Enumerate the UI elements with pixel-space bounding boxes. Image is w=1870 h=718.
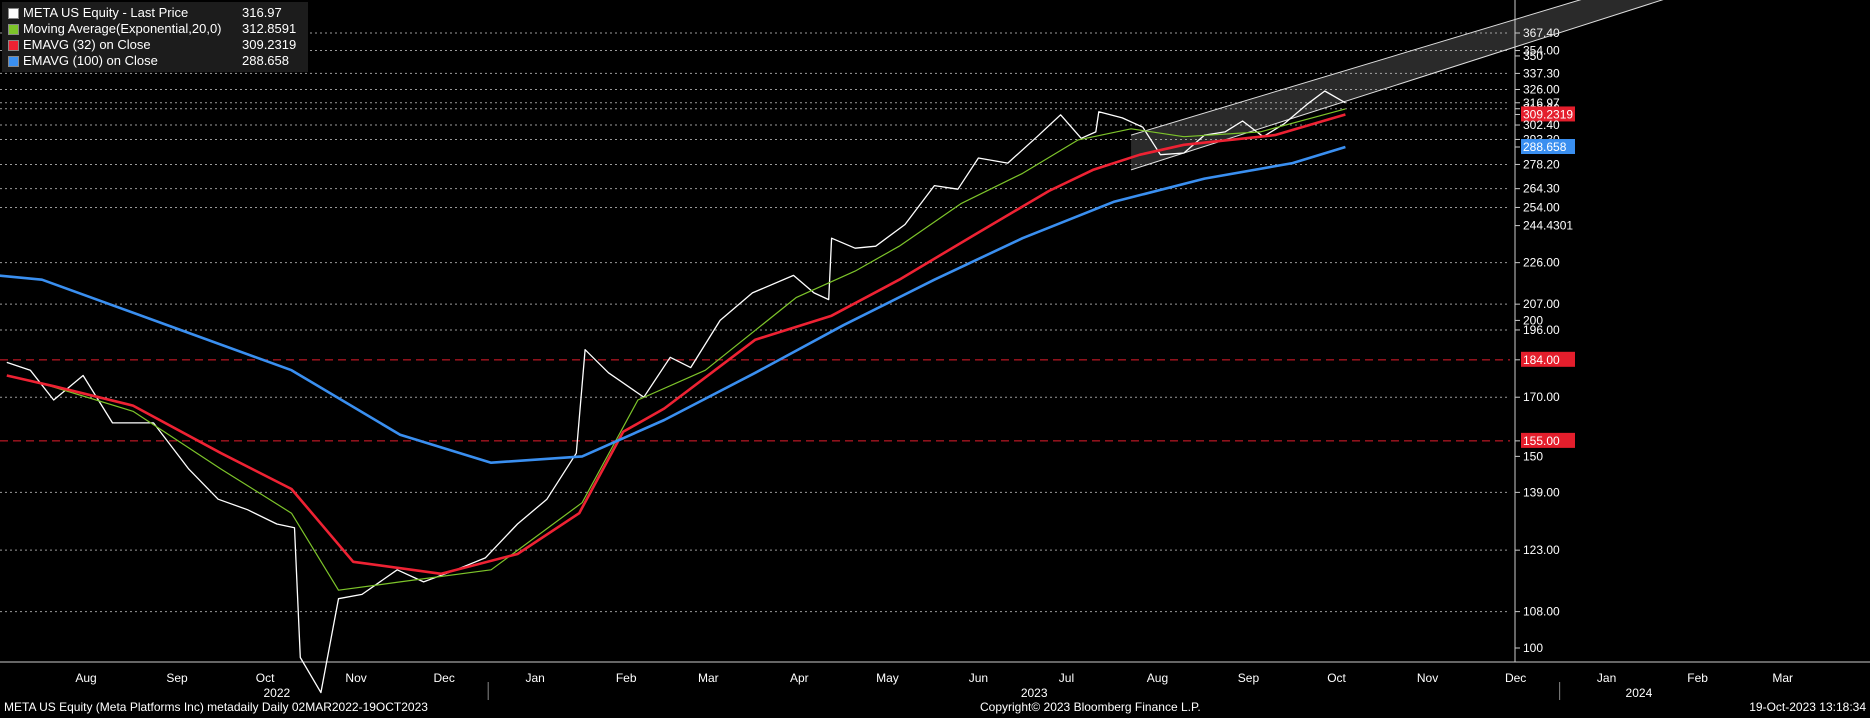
y-tick-label-226-00: 226.00 xyxy=(1523,256,1560,270)
legend-label-ema32: EMAVG (32) on Close xyxy=(23,37,151,52)
y-tick-label-350: 350 xyxy=(1523,49,1543,63)
y-label-box-309-2319 xyxy=(1521,106,1575,122)
y-label-box-288-658 xyxy=(1521,138,1575,154)
legend-row-ema20: Moving Average(Exponential,20,0) 312.859… xyxy=(8,21,304,37)
x-tick-label-3: Nov xyxy=(345,671,366,685)
series-line-emavg-32-on-close xyxy=(6,113,1346,576)
series-line-emavg-100-on-close xyxy=(0,145,1346,464)
y-tick-label-170-00: 170.00 xyxy=(1523,390,1560,404)
legend-swatch-ema32 xyxy=(8,39,19,51)
legend-label-ema20: Moving Average(Exponential,20,0) xyxy=(23,21,222,36)
x-tick-label-14: Oct xyxy=(1327,671,1346,685)
y-tick-label-184-00: 184.00 xyxy=(1523,353,1560,367)
x-tick-label-5: Jan xyxy=(525,671,544,685)
x-year-label-2022: 2022 xyxy=(263,686,290,700)
legend-value-price: 316.97 xyxy=(242,5,282,20)
channel-upper-line xyxy=(1130,0,1582,136)
y-tick-label-155-00: 155.00 xyxy=(1523,434,1560,448)
y-tick-label-264-30: 264.30 xyxy=(1523,182,1560,196)
x-tick-label-4: Dec xyxy=(433,671,454,685)
x-tick-label-6: Feb xyxy=(616,671,637,685)
x-tick-label-17: Jan xyxy=(1597,671,1616,685)
legend-swatch-ema100 xyxy=(8,55,19,67)
legend-row-ema32: EMAVG (32) on Close 309.2319 xyxy=(8,37,304,53)
x-tick-label-9: May xyxy=(876,671,899,685)
x-tick-label-1: Sep xyxy=(166,671,188,685)
x-tick-label-0: Aug xyxy=(75,671,96,685)
x-year-label-2024: 2024 xyxy=(1626,686,1653,700)
footer-copyright: Copyright© 2023 Bloomberg Finance L.P. xyxy=(980,700,1201,714)
y-tick-label-337-30: 337.30 xyxy=(1523,66,1560,80)
y-tick-label-196-00: 196.00 xyxy=(1523,323,1560,337)
y-label-box-155-00 xyxy=(1521,432,1575,448)
y-tick-label-288-658: 288.658 xyxy=(1523,140,1567,154)
y-label-box-184-00 xyxy=(1521,351,1575,367)
y-tick-label-100: 100 xyxy=(1523,641,1543,655)
series-line-meta-us-equity-last-price xyxy=(6,90,1346,694)
chart-legend: META US Equity - Last Price 316.97 Movin… xyxy=(2,2,308,72)
y-tick-label-207-00: 207.00 xyxy=(1523,297,1560,311)
y-tick-label-123-00: 123.00 xyxy=(1523,543,1560,557)
x-tick-label-10: Jun xyxy=(969,671,988,685)
legend-value-ema20: 312.8591 xyxy=(242,21,297,36)
legend-swatch-ema20 xyxy=(8,23,19,35)
legend-row-ema100: EMAVG (100) on Close 288.658 xyxy=(8,53,304,69)
y-tick-label-309-2319: 309.2319 xyxy=(1523,107,1573,121)
legend-label-ema100: EMAVG (100) on Close xyxy=(23,53,158,68)
y-tick-label-354-00: 354.00 xyxy=(1523,44,1560,58)
x-tick-label-16: Dec xyxy=(1505,671,1526,685)
footer-timestamp: 19-Oct-2023 13:18:34 xyxy=(1749,700,1866,714)
channel-fill xyxy=(1131,0,1662,170)
x-tick-label-12: Aug xyxy=(1147,671,1168,685)
legend-value-ema32: 309.2319 xyxy=(242,37,297,52)
x-tick-label-11: Jul xyxy=(1059,671,1074,685)
y-tick-label-302-40: 302.40 xyxy=(1523,118,1560,132)
y-tick-label-254-00: 254.00 xyxy=(1523,200,1560,214)
x-tick-label-15: Nov xyxy=(1417,671,1438,685)
x-tick-label-13: Sep xyxy=(1238,671,1260,685)
legend-swatch-price xyxy=(8,7,19,19)
y-tick-label-150: 150 xyxy=(1523,449,1543,463)
y-tick-label-316-97: 316.97 xyxy=(1523,96,1560,110)
footer-security-info: META US Equity (Meta Platforms Inc) meta… xyxy=(4,700,428,714)
y-tick-label-244-4301: 244.4301 xyxy=(1523,219,1573,233)
y-tick-label-326-00: 326.00 xyxy=(1523,83,1560,97)
x-tick-label-2: Oct xyxy=(256,671,275,685)
legend-label-price: META US Equity - Last Price xyxy=(23,5,189,20)
x-tick-label-7: Mar xyxy=(698,671,719,685)
x-year-label-2023: 2023 xyxy=(1021,686,1048,700)
y-tick-label-367-40: 367.40 xyxy=(1523,26,1560,40)
series-line-moving-average-exponential-20-0 xyxy=(41,108,1346,591)
legend-value-ema100: 288.658 xyxy=(242,53,289,68)
y-tick-label-278-20: 278.20 xyxy=(1523,157,1560,171)
y-tick-label-200: 200 xyxy=(1523,313,1543,327)
channel-lower-line xyxy=(1130,0,1664,171)
y-tick-label-108-00: 108.00 xyxy=(1523,605,1560,619)
y-tick-label-139-00: 139.00 xyxy=(1523,485,1560,499)
legend-row-price: META US Equity - Last Price 316.97 xyxy=(8,5,304,21)
x-tick-label-19: Mar xyxy=(1772,671,1793,685)
x-tick-label-18: Feb xyxy=(1687,671,1708,685)
x-tick-label-8: Apr xyxy=(790,671,809,685)
